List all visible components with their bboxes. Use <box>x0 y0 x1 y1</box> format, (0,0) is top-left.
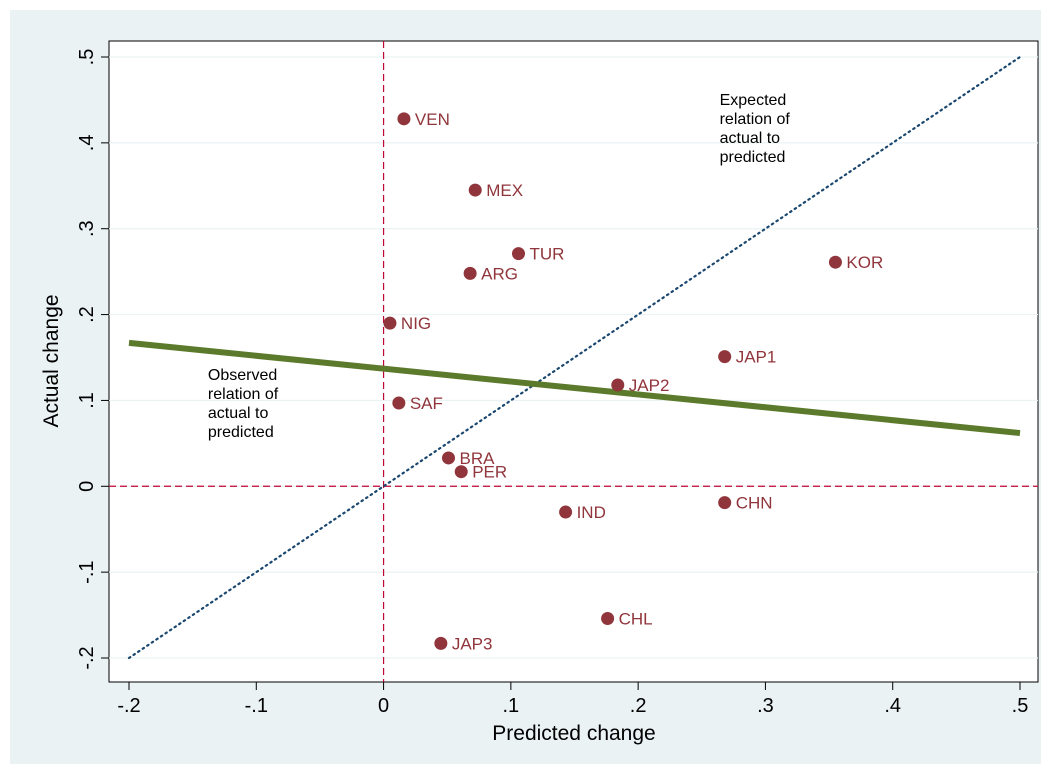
data-point <box>718 350 732 364</box>
point-label: IND <box>577 503 606 522</box>
x-tick-label: .2 <box>630 695 647 717</box>
data-point <box>397 112 411 126</box>
data-point <box>383 316 397 330</box>
point-label: JAP1 <box>736 348 777 367</box>
data-point <box>434 636 448 650</box>
point-label: VEN <box>415 110 450 129</box>
data-point <box>828 255 842 269</box>
point-label: CHL <box>619 610 653 629</box>
plot-area <box>108 40 1039 683</box>
expected-relation-line <box>127 55 1022 660</box>
data-point <box>611 378 625 392</box>
data-point <box>392 396 406 410</box>
y-tick-label: -.2 <box>76 646 98 669</box>
point-label: JAP2 <box>629 376 670 395</box>
y-tick-label: .5 <box>76 49 98 66</box>
y-tick-label: .4 <box>76 135 98 152</box>
data-point <box>463 266 477 280</box>
x-axis-title: Predicted change <box>492 722 655 745</box>
y-tick-label: .2 <box>76 306 98 323</box>
point-label: ARG <box>481 264 518 283</box>
x-tick-label: .1 <box>503 695 520 717</box>
y-tick-label: .3 <box>76 220 98 237</box>
y-tick-label: .1 <box>76 392 98 409</box>
data-point <box>454 465 468 479</box>
point-label: PER <box>472 463 507 482</box>
data-point <box>718 496 732 510</box>
point-label: MEX <box>486 181 523 200</box>
fit-lines <box>127 55 1022 660</box>
data-point <box>441 451 455 465</box>
annotation: Expected relation of actual to predicted <box>720 92 791 166</box>
data-point <box>468 183 482 197</box>
x-tick-label: .4 <box>884 695 901 717</box>
annotation-line: actual to <box>208 405 269 422</box>
annotation-line: relation of <box>208 386 279 403</box>
point-label: KOR <box>846 253 883 272</box>
x-tick-label: 0 <box>378 695 389 717</box>
point-label: TUR <box>529 245 564 264</box>
data-point <box>511 247 525 261</box>
data-point <box>559 505 573 519</box>
point-label: JAP3 <box>452 634 493 653</box>
reference-lines <box>109 41 1038 682</box>
y-axis-title: Actual change <box>40 294 63 427</box>
point-label: BRA <box>459 449 495 468</box>
point-label: SAF <box>410 394 443 413</box>
x-tick-label: -.1 <box>245 695 268 717</box>
point-label: NIG <box>401 314 431 333</box>
x-tick-label: .3 <box>757 695 774 717</box>
annotation-line: relation of <box>720 111 791 128</box>
y-tick-label: 0 <box>76 481 98 492</box>
annotation-line: Observed <box>208 367 277 384</box>
annotation-line: predicted <box>720 149 786 166</box>
annotation-line: actual to <box>720 130 781 147</box>
annotation-line: Expected <box>720 92 787 109</box>
point-label: CHN <box>736 494 773 513</box>
y-tick-label: -.1 <box>76 560 98 583</box>
observed-fit-line <box>128 339 1021 437</box>
annotations: Expected relation of actual to predictedObs… <box>208 92 791 441</box>
annotation-line: predicted <box>208 424 274 441</box>
annotation: Observed relation of actual to predicted <box>208 367 279 441</box>
data-point <box>601 612 615 626</box>
axes: -.2 -.1 0 .1 .2 .3 .4 .5 -.2 -.1 0 .1 .2 .3 .4 .5 <box>76 49 1028 717</box>
x-tick-label: -.2 <box>117 695 140 717</box>
x-tick-label: .5 <box>1012 695 1029 717</box>
